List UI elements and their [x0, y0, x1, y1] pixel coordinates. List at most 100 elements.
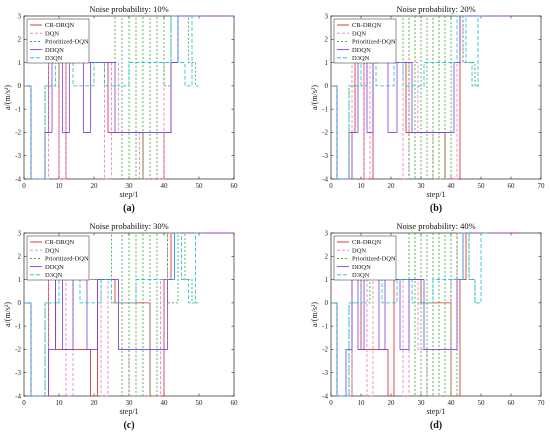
- x-tick-label: 20: [388, 182, 396, 190]
- x-axis-label: step/1: [119, 407, 138, 416]
- x-axis-label: step/1: [426, 190, 445, 199]
- y-tick-label: 3: [325, 12, 329, 20]
- x-tick-label: 0: [329, 399, 333, 407]
- chart-panel-4: 0 10 20 30 40 50 60 70 -4 -3 -2 -1 0 1 2 3 Noise probabi…: [310, 221, 545, 431]
- chart-title: Noise probability: 10%: [89, 4, 168, 14]
- legend-entry: Prioritized-DQN: [352, 256, 396, 263]
- x-tick-label: 30: [418, 399, 426, 407]
- x-tick-label: 0: [22, 399, 26, 407]
- y-tick-label: 0: [18, 82, 22, 90]
- series-line-cr-drqn: [331, 232, 517, 397]
- legend-entry: DDQN: [45, 264, 64, 271]
- y-tick-label: -3: [15, 369, 21, 377]
- legend-entry: Prioritized-DQN: [352, 39, 396, 46]
- panel-caption: (c): [123, 420, 134, 431]
- x-tick-label: 30: [418, 182, 426, 190]
- y-tick-label: -4: [15, 175, 21, 183]
- legend-box: [26, 235, 90, 281]
- y-tick-label: -2: [15, 346, 21, 354]
- chart-title: Noise probability: 40%: [396, 221, 475, 231]
- y-tick-label: -4: [15, 392, 21, 400]
- y-tick-label: -1: [322, 322, 328, 330]
- legend-entry: CR-DRQN: [45, 22, 75, 29]
- y-tick-label: -3: [15, 152, 21, 160]
- legend-entry: D3QN: [45, 272, 63, 279]
- legend-entry: DQN: [352, 247, 366, 254]
- chart-panel-1: 0 10 20 30 40 50 60 -4 -3 -2 -1 0 1 2 3 Noise probabili…: [3, 4, 238, 214]
- y-tick-label: 1: [325, 59, 329, 67]
- y-axis-label: a/(m/s²): [310, 85, 319, 110]
- x-tick-label: 50: [196, 399, 204, 407]
- series-line-dqn: [331, 15, 511, 180]
- y-tick-label: 3: [18, 229, 22, 237]
- x-tick-label: 20: [91, 182, 99, 190]
- x-tick-label: 40: [161, 182, 169, 190]
- series-line-prioritized-dqn: [24, 15, 199, 180]
- x-tick-label: 50: [196, 182, 204, 190]
- legend-entry: DQN: [45, 247, 59, 254]
- y-tick-label: 2: [18, 36, 22, 44]
- y-tick-label: 2: [325, 253, 329, 261]
- y-tick-label: -4: [322, 392, 328, 400]
- legend-box: [333, 235, 397, 281]
- series-line-d3qn: [331, 15, 484, 180]
- y-tick-label: 1: [18, 59, 22, 67]
- y-tick-label: -3: [322, 369, 328, 377]
- x-tick-label: 10: [56, 182, 64, 190]
- legend-entry: DDQN: [45, 47, 64, 54]
- legend-box: [333, 18, 397, 64]
- y-tick-label: -4: [322, 175, 328, 183]
- series-line-d3qn: [24, 232, 203, 397]
- x-tick-label: 60: [231, 399, 239, 407]
- x-tick-label: 70: [538, 182, 546, 190]
- legend-entry: CR-DRQN: [45, 239, 75, 246]
- legend-entry: Prioritized-DQN: [45, 39, 89, 46]
- y-tick-label: 0: [18, 299, 22, 307]
- panel-caption: (d): [430, 420, 442, 431]
- x-tick-label: 20: [388, 399, 396, 407]
- legend-entry: DDQN: [352, 47, 371, 54]
- y-tick-label: 1: [325, 276, 329, 284]
- x-tick-label: 40: [161, 399, 169, 407]
- legend-entry: DDQN: [352, 264, 371, 271]
- x-tick-label: 10: [56, 399, 64, 407]
- chart-panel-3: 0 10 20 30 40 50 60 -4 -3 -2 -1 0 1 2 3 Noise probabili…: [3, 221, 238, 431]
- y-tick-label: -1: [15, 105, 21, 113]
- panel-caption: (a): [123, 203, 135, 214]
- y-tick-label: 0: [325, 82, 329, 90]
- legend-entry: DQN: [352, 30, 366, 37]
- y-tick-label: 2: [325, 36, 329, 44]
- legend-entry: CR-DRQN: [352, 22, 382, 29]
- chart-title: Noise probability: 30%: [89, 221, 168, 231]
- legend-entry: D3QN: [352, 55, 370, 62]
- chart-panel-2: 0 10 20 30 40 50 60 70 -4 -3 -2 -1 0 1 2 3 Noise probabi…: [310, 4, 545, 214]
- y-axis-label: a/(m/s²): [310, 302, 319, 327]
- x-tick-label: 50: [478, 182, 486, 190]
- y-tick-label: -2: [322, 129, 328, 137]
- x-tick-label: 0: [329, 182, 333, 190]
- legend-entry: D3QN: [45, 55, 63, 62]
- y-axis-label: a/(m/s²): [3, 302, 12, 327]
- x-tick-label: 70: [538, 399, 546, 407]
- y-tick-label: 0: [325, 299, 329, 307]
- x-tick-label: 10: [358, 399, 366, 407]
- x-axis-label: step/1: [119, 190, 138, 199]
- x-tick-label: 60: [508, 399, 516, 407]
- x-tick-label: 60: [231, 182, 239, 190]
- series-line-prioritized-dqn: [331, 232, 481, 397]
- x-tick-label: 30: [126, 182, 134, 190]
- y-tick-label: -3: [322, 152, 328, 160]
- y-tick-label: 3: [325, 229, 329, 237]
- x-tick-label: 10: [358, 182, 366, 190]
- x-tick-label: 20: [91, 399, 99, 407]
- panel-caption: (b): [430, 203, 442, 214]
- x-axis-label: step/1: [426, 407, 445, 416]
- y-tick-label: 2: [18, 253, 22, 261]
- x-tick-label: 40: [448, 399, 456, 407]
- x-tick-label: 0: [22, 182, 26, 190]
